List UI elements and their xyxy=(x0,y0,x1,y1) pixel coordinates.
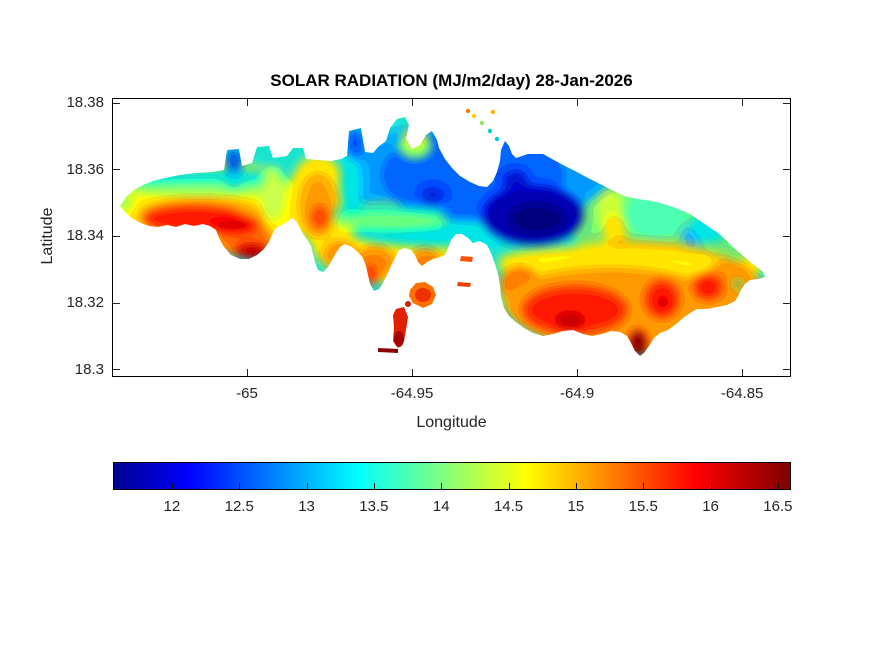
colorbar-tick-label: 15 xyxy=(567,498,585,515)
x-tick-label: -64.9 xyxy=(559,385,595,402)
x-tick-label: -64.85 xyxy=(720,385,764,402)
y-tick-label: 18.32 xyxy=(66,294,104,312)
island-contour-map xyxy=(120,108,765,356)
y-tick-label: 18.38 xyxy=(66,94,104,111)
colorbar-tick-label: 13 xyxy=(298,498,315,515)
islet-speck xyxy=(471,113,477,119)
island-fill xyxy=(120,117,765,356)
y-tick-label: 18.3 xyxy=(74,360,104,378)
islet-speck xyxy=(494,136,500,142)
tick-mark xyxy=(576,99,578,106)
tick-mark xyxy=(113,169,120,171)
x-axis-label: Longitude xyxy=(416,414,487,431)
tick-mark xyxy=(576,369,578,376)
tick-mark xyxy=(783,302,790,304)
x-tick-label: -64.95 xyxy=(390,385,434,402)
tick-mark xyxy=(113,102,120,104)
colorbar-tick xyxy=(508,483,510,489)
colorbar-tick xyxy=(441,483,443,489)
islet xyxy=(394,331,404,347)
islets-group xyxy=(378,108,500,353)
plot-title: SOLAR RADIATION (MJ/m2/day) 28-Jan-2026 xyxy=(270,71,633,90)
islet xyxy=(415,288,431,302)
islet xyxy=(460,256,473,262)
islet xyxy=(405,301,411,307)
islet xyxy=(457,282,471,287)
islet-speck xyxy=(490,109,496,115)
colorbar-tick xyxy=(777,483,779,489)
colorbar-tick-label: 13.5 xyxy=(359,498,389,515)
colorbar-tick-label: 16 xyxy=(702,498,719,515)
y-tick-label: 18.36 xyxy=(66,160,104,178)
tick-mark xyxy=(113,369,120,371)
tick-mark xyxy=(783,235,790,237)
tick-mark xyxy=(783,369,790,371)
tick-mark xyxy=(783,102,790,104)
colorbar xyxy=(113,462,791,490)
colorbar-tick xyxy=(710,483,712,489)
tick-mark xyxy=(783,169,790,171)
colorbar-tick-label: 15.5 xyxy=(628,498,658,515)
islet-speck xyxy=(465,108,471,114)
islet-speck xyxy=(479,120,485,126)
colorbar-tick-label: 14.5 xyxy=(493,498,524,515)
colorbar-tick xyxy=(575,483,577,489)
colorbar-tick-label: 12.5 xyxy=(224,498,254,515)
islet xyxy=(378,348,398,353)
colorbar-tick xyxy=(306,483,308,489)
x-tick-label: -65 xyxy=(236,385,258,402)
tick-mark xyxy=(246,369,248,376)
plot-axes xyxy=(112,98,791,377)
y-tick-label: 18.34 xyxy=(66,227,104,245)
colorbar-tick-label: 14 xyxy=(432,498,450,515)
colorbar-tick xyxy=(373,483,375,489)
tick-mark xyxy=(113,235,120,237)
colorbar-tick-label: 12 xyxy=(163,498,181,515)
tick-mark xyxy=(113,302,120,304)
colorbar-tick-label: 16.5 xyxy=(763,498,793,515)
plot-area xyxy=(113,99,790,376)
tick-mark xyxy=(741,369,743,376)
tick-mark xyxy=(411,99,413,106)
tick-mark xyxy=(246,99,248,106)
colorbar-tick xyxy=(171,483,173,489)
colorbar-tick xyxy=(239,483,241,489)
colorbar-tick xyxy=(643,483,645,489)
tick-mark xyxy=(411,369,413,376)
tick-mark xyxy=(741,99,743,106)
islet-speck xyxy=(487,128,493,134)
